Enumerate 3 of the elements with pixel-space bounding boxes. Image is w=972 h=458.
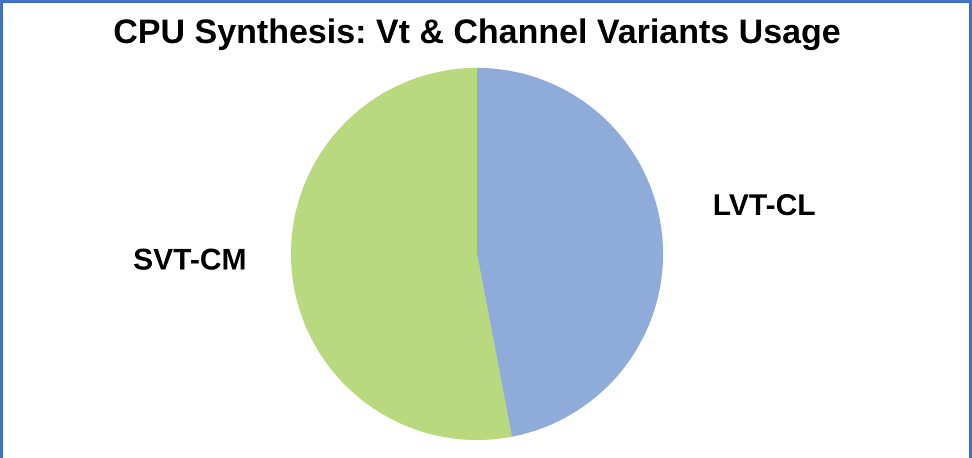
slice-label: LVT-CL — [712, 189, 816, 222]
slice-label: SVT-CM — [133, 243, 246, 276]
chart-title: CPU Synthesis: Vt & Channel Variants Usage — [113, 12, 841, 51]
